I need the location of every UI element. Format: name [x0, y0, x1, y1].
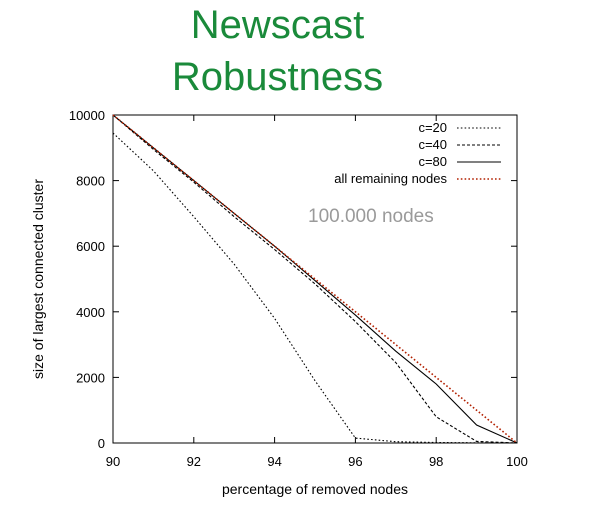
series-line-all-remaining-nodes — [112, 114, 518, 444]
y-axis-label: size of largest connected cluster — [30, 179, 46, 379]
legend-label: c=80 — [418, 154, 447, 169]
y-tick-label: 8000 — [76, 174, 105, 189]
chart-title-line-2: Robustness — [171, 55, 384, 99]
legend-label: all remaining nodes — [334, 171, 447, 186]
chart-title-line-1: Newscast — [190, 3, 365, 47]
series-line-c-40 — [112, 114, 518, 444]
y-tick-label: 2000 — [76, 370, 105, 385]
x-tick-label: 98 — [429, 454, 443, 469]
legend-label: c=20 — [418, 120, 447, 135]
series-line-c-20 — [112, 132, 518, 444]
x-tick-label: 90 — [106, 454, 120, 469]
series-line-c-80 — [112, 114, 518, 444]
y-tick-label: 4000 — [76, 305, 105, 320]
x-tick-label: 100 — [506, 454, 528, 469]
y-tick-label: 6000 — [76, 239, 105, 254]
legend-label: c=40 — [418, 137, 447, 152]
x-tick-label: 94 — [267, 454, 281, 469]
nodes-annotation: 100.000 nodes — [308, 206, 434, 227]
y-tick-label: 0 — [98, 436, 105, 451]
x-tick-label: 96 — [348, 454, 362, 469]
x-tick-label: 92 — [187, 454, 201, 469]
x-axis-label: percentage of removed nodes — [222, 481, 408, 497]
y-tick-label: 10000 — [69, 108, 105, 123]
plot-frame — [112, 114, 518, 444]
